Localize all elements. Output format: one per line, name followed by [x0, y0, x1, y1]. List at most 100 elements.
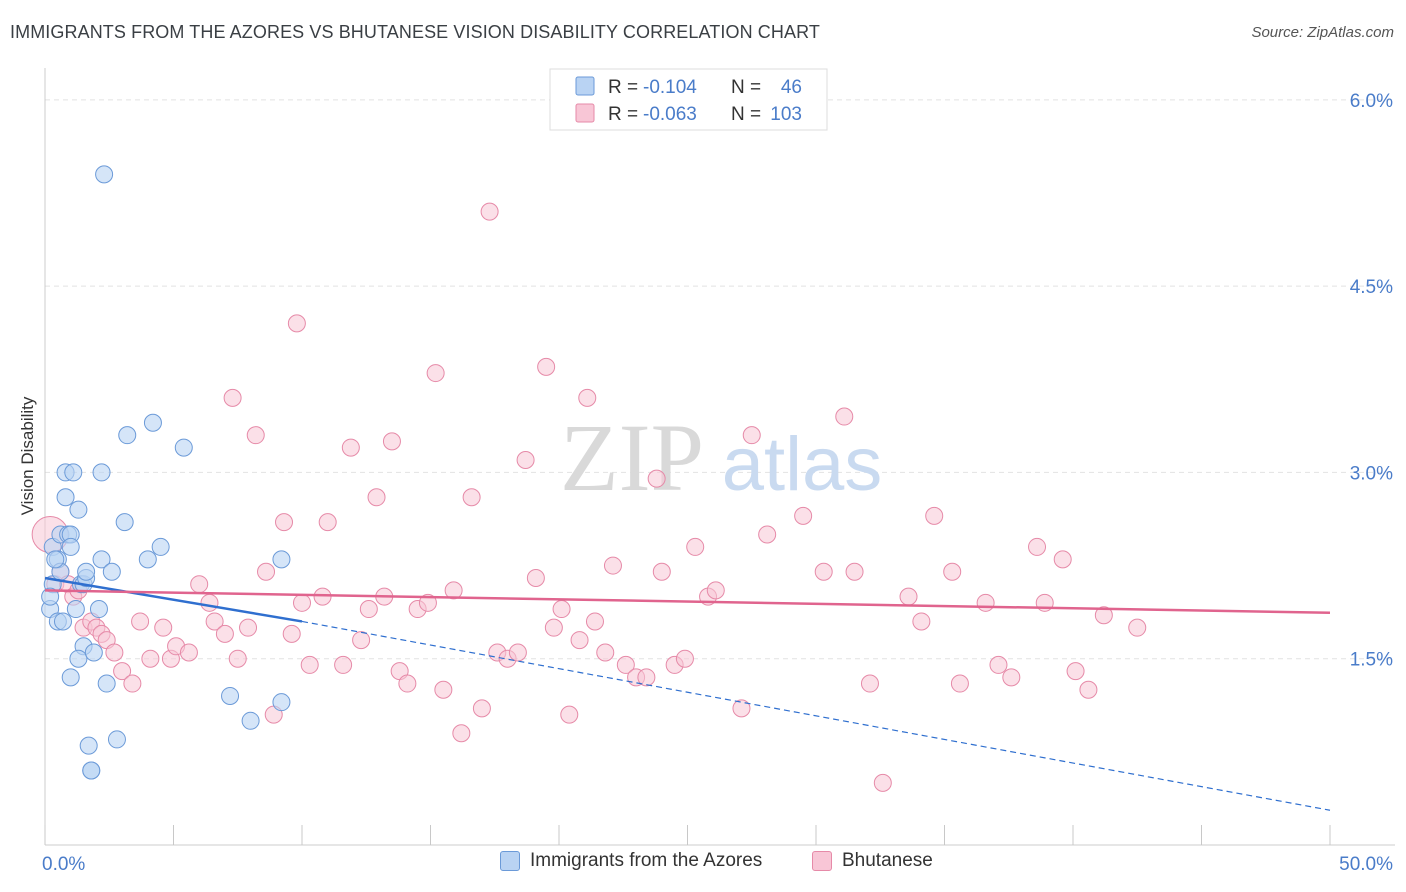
point-bhutanese: [275, 513, 294, 532]
trend-line-azores-extension: [301, 620, 1331, 811]
point-bhutanese: [706, 581, 725, 600]
point-bhutanese: [300, 655, 319, 674]
point-azores: [46, 550, 65, 569]
legend-top: R = -0.104 N = 46 R = -0.063 N = 103: [549, 68, 828, 131]
legend-r-label: R =: [608, 77, 638, 98]
point-bhutanese: [943, 562, 962, 581]
legend-item-azores: Immigrants from the Azores: [500, 850, 762, 872]
point-bhutanese: [1053, 550, 1072, 569]
point-bhutanese: [758, 525, 777, 544]
point-bhutanese: [585, 612, 604, 631]
point-bhutanese: [426, 364, 445, 383]
trend-lines: [44, 576, 1331, 811]
point-bhutanese: [950, 674, 969, 693]
point-bhutanese: [452, 724, 471, 743]
point-bhutanese: [462, 488, 481, 507]
point-bhutanese: [398, 674, 417, 693]
point-azores: [272, 693, 291, 712]
point-bhutanese: [382, 432, 401, 451]
point-azores: [143, 413, 162, 432]
point-bhutanese: [334, 655, 353, 674]
point-bhutanese: [552, 600, 571, 619]
point-bhutanese: [313, 587, 332, 606]
point-bhutanese: [873, 773, 892, 792]
point-azores: [151, 537, 170, 556]
point-azores: [102, 562, 121, 581]
point-bhutanese: [860, 674, 879, 693]
point-bhutanese: [1128, 618, 1147, 637]
point-bhutanese: [179, 643, 198, 662]
point-azores: [92, 550, 111, 569]
source-label: Source: ZipAtlas.com: [1251, 24, 1394, 41]
point-azores: [95, 165, 114, 184]
point-bhutanese: [123, 674, 142, 693]
y-tick-label: 1.5%: [1350, 650, 1393, 671]
y-tick-label: 3.0%: [1350, 463, 1393, 484]
point-bhutanese: [205, 612, 224, 631]
point-bhutanese: [246, 426, 265, 445]
point-bhutanese: [652, 562, 671, 581]
point-azores: [221, 686, 240, 705]
legend-bottom: Immigrants from the Azores Bhutanese: [0, 850, 1406, 880]
point-azores: [77, 562, 96, 581]
legend-box: [549, 68, 828, 131]
legend-label-azores: Immigrants from the Azores: [530, 850, 763, 871]
point-azores: [69, 649, 88, 668]
trend-line-azores: [44, 576, 303, 623]
point-bhutanese: [1002, 668, 1021, 687]
point-bhutanese: [742, 426, 761, 445]
legend-r-label: R =: [608, 104, 638, 125]
point-bhutanese: [223, 388, 242, 407]
point-azores: [61, 668, 80, 687]
point-bhutanese: [976, 593, 995, 612]
point-bhutanese: [989, 655, 1008, 674]
point-bhutanese: [647, 469, 666, 488]
point-azores: [272, 550, 291, 569]
point-bhutanese: [131, 612, 150, 631]
point-azores: [97, 674, 116, 693]
point-bhutanese: [845, 562, 864, 581]
point-bhutanese: [516, 451, 535, 469]
legend-r-value: -0.063: [643, 104, 697, 125]
legend-swatch-blue: [575, 76, 595, 96]
point-bhutanese: [190, 575, 209, 594]
watermark: ZIP atlas: [560, 404, 882, 511]
point-bhutanese: [282, 624, 301, 643]
point-azores: [107, 730, 126, 749]
point-bhutanese: [434, 680, 453, 699]
point-azores: [174, 438, 193, 457]
point-bhutanese: [352, 631, 371, 650]
point-bhutanese: [616, 655, 635, 674]
point-bhutanese: [293, 593, 311, 612]
point-bhutanese: [912, 612, 931, 631]
point-bhutanese: [925, 506, 944, 525]
point-bhutanese: [578, 388, 597, 407]
point-bhutanese: [359, 600, 378, 619]
point-azores: [61, 537, 80, 556]
point-azores: [89, 600, 108, 619]
point-bhutanese: [675, 649, 694, 668]
x-tick-label: 50.0%: [1339, 854, 1393, 875]
point-azores: [92, 463, 111, 482]
point-bhutanese: [154, 618, 173, 637]
legend-n-value: 103: [770, 104, 802, 125]
point-bhutanese: [472, 699, 491, 718]
point-bhutanese: [560, 705, 579, 724]
y-tick-label: 4.5%: [1350, 277, 1393, 298]
point-bhutanese: [200, 593, 219, 612]
point-bhutanese: [1028, 537, 1047, 556]
point-azores: [56, 488, 75, 507]
point-azores: [64, 463, 83, 482]
point-azores: [66, 600, 85, 619]
point-bhutanese: [113, 662, 132, 681]
azores-points: [41, 165, 291, 780]
y-tick-label: 6.0%: [1350, 91, 1393, 112]
legend-swatch-pink: [575, 103, 595, 123]
point-bhutanese: [418, 593, 437, 612]
point-azores: [138, 550, 157, 569]
point-bhutanese: [570, 631, 589, 650]
point-bhutanese: [1079, 680, 1098, 699]
point-bhutanese: [480, 202, 499, 221]
point-bhutanese: [899, 587, 918, 606]
